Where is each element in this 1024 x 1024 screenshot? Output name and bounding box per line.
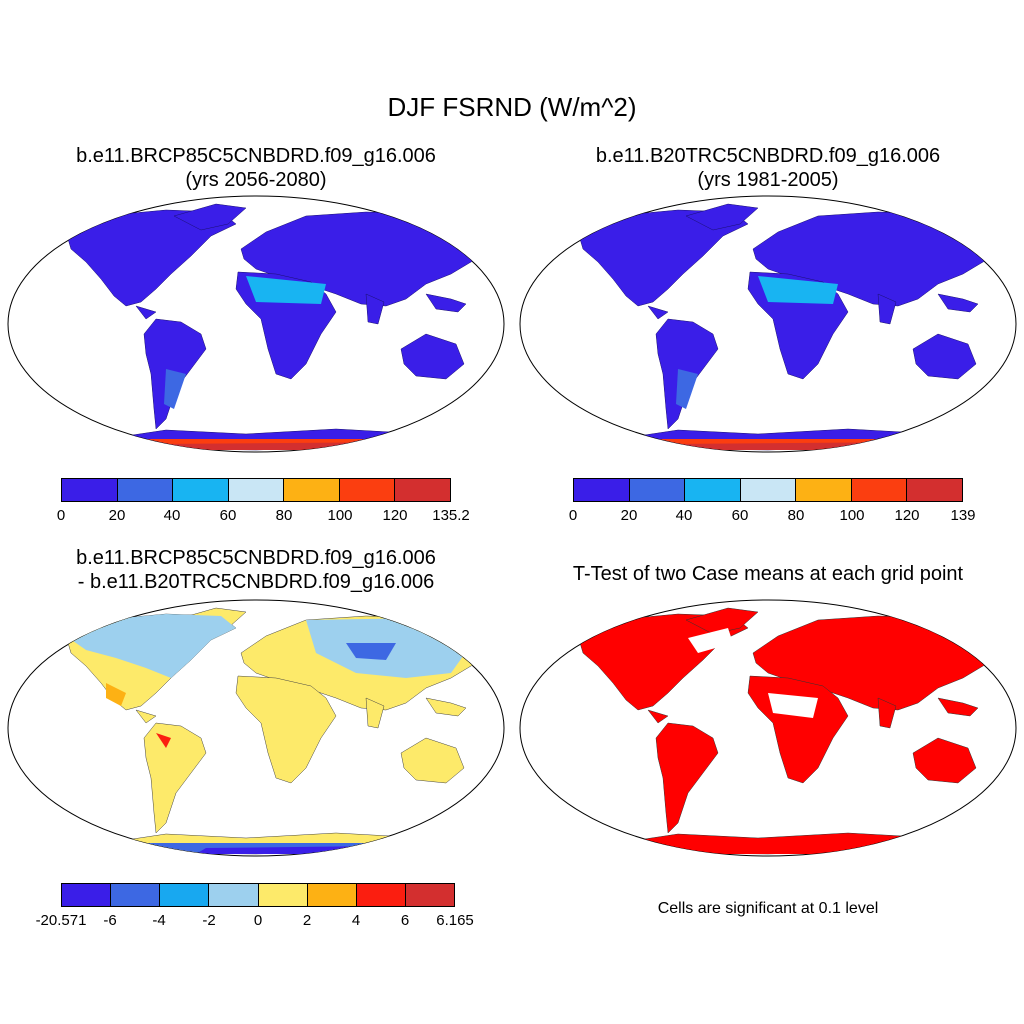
colorbar-3-seg: [62, 884, 112, 906]
colorbar-1-tick: 135.2: [432, 507, 470, 524]
colorbar-3-seg: [258, 884, 308, 906]
colorbar-2-tick: 120: [894, 507, 920, 524]
colorbar-3-tick: -4: [152, 912, 166, 929]
colorbar-3-seg: [209, 884, 259, 906]
colorbar-3-seg: [160, 884, 210, 906]
colorbar-2-seg: [574, 479, 630, 501]
colorbar-1-seg: [339, 479, 396, 501]
panel-4-title: T-Test of two Case means at each grid po…: [572, 563, 964, 585]
panel-1-title: b.e11.BRCP85C5CNBDRD.f09_g16.006 (yrs 20…: [0, 144, 512, 192]
panel-3-case-b: - b.e11.B20TRC5CNBDRD.f09_g16.006: [77, 571, 435, 593]
colorbar-3-tick: 6.165: [436, 912, 474, 929]
colorbar-1-seg: [395, 479, 451, 501]
colorbar-1-tick: 20: [108, 507, 126, 524]
colorbar-2-tick: 139: [950, 507, 976, 524]
colorbar-2-seg: [685, 479, 741, 501]
colorbar-3-seg: [405, 884, 454, 906]
colorbar-2-tick: 60: [731, 507, 749, 524]
colorbar-1-tick: 120: [382, 507, 408, 524]
panel-2-years: (yrs 1981-2005): [697, 169, 839, 191]
colorbar-2-seg: [907, 479, 963, 501]
panel-3-map: [7, 599, 505, 857]
panel-4-map: [519, 599, 1017, 857]
colorbar-3-seg: [111, 884, 161, 906]
colorbar-1-tick: 80: [275, 507, 293, 524]
panel-1-colorbar: [61, 478, 451, 502]
panel-2-case: b.e11.B20TRC5CNBDRD.f09_g16.006: [595, 145, 941, 167]
colorbar-3-tick: 6: [400, 912, 410, 929]
colorbar-1-seg: [173, 479, 229, 501]
colorbar-3-tick: -20.571: [35, 912, 87, 929]
colorbar-1-tick: 60: [219, 507, 237, 524]
panel-2-title: b.e11.B20TRC5CNBDRD.f09_g16.006 (yrs 198…: [512, 144, 1024, 192]
colorbar-2-seg: [740, 479, 797, 501]
colorbar-3-tick: 2: [302, 912, 312, 929]
colorbar-2-tick: 0: [568, 507, 578, 524]
panel-1-years: (yrs 2056-2080): [185, 169, 327, 191]
colorbar-3-seg: [307, 884, 357, 906]
significance-note: Cells are significant at 0.1 level: [657, 900, 879, 917]
colorbar-2-tick: 80: [787, 507, 805, 524]
colorbar-1-tick: 0: [56, 507, 66, 524]
colorbar-1-tick: 40: [163, 507, 181, 524]
figure-title: DJF FSRND (W/m^2): [387, 92, 637, 122]
colorbar-1-seg: [62, 479, 118, 501]
colorbar-3-seg: [356, 884, 406, 906]
colorbar-1-tick: 100: [327, 507, 353, 524]
colorbar-2-seg: [796, 479, 852, 501]
colorbar-3-tick: 0: [253, 912, 263, 929]
colorbar-2-tick: 20: [620, 507, 638, 524]
panel-3-title: b.e11.BRCP85C5CNBDRD.f09_g16.006 - b.e11…: [0, 546, 512, 594]
panel-1-case: b.e11.BRCP85C5CNBDRD.f09_g16.006: [76, 145, 436, 167]
panel-3-colorbar: [61, 883, 455, 907]
panel-1-map: [7, 195, 505, 453]
panel-2-map: [519, 195, 1017, 453]
colorbar-1-seg: [284, 479, 340, 501]
colorbar-2-seg: [851, 479, 908, 501]
colorbar-2-tick: 100: [839, 507, 865, 524]
panel-3-case-a: b.e11.BRCP85C5CNBDRD.f09_g16.006: [76, 547, 436, 569]
colorbar-3-tick: 4: [351, 912, 361, 929]
colorbar-3-tick: -2: [202, 912, 216, 929]
colorbar-2-tick: 40: [675, 507, 693, 524]
colorbar-1-seg: [228, 479, 285, 501]
colorbar-2-seg: [629, 479, 686, 501]
colorbar-1-seg: [117, 479, 174, 501]
panel-2-colorbar: [573, 478, 963, 502]
colorbar-3-tick: -6: [103, 912, 117, 929]
